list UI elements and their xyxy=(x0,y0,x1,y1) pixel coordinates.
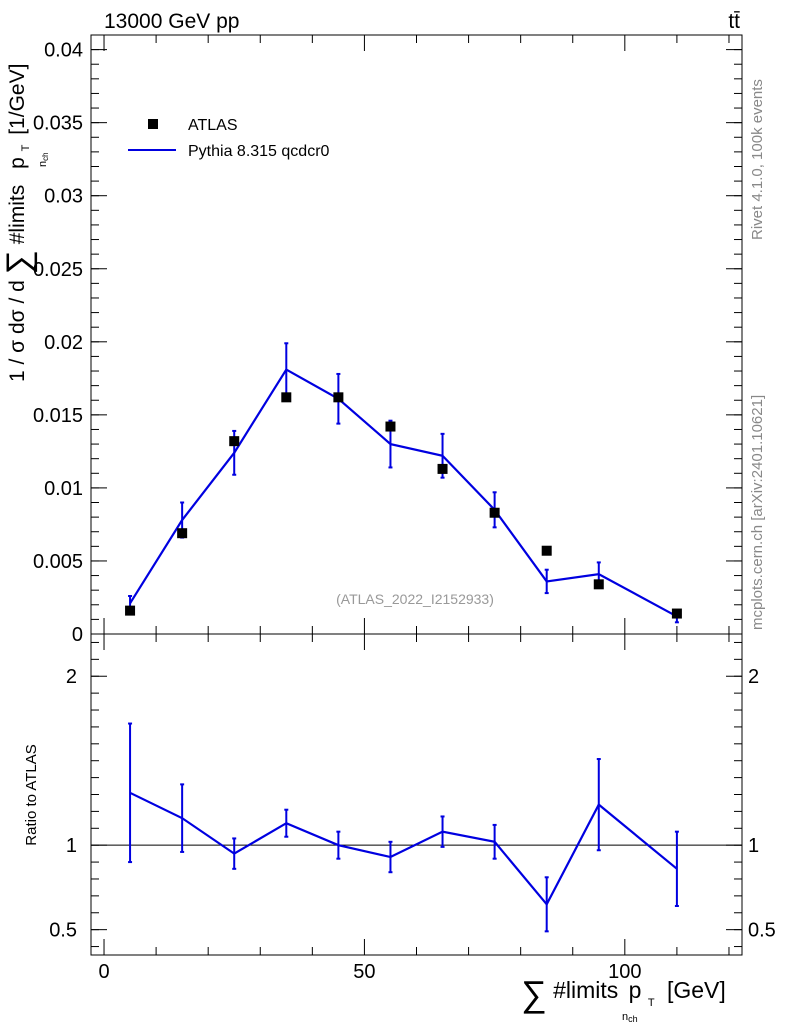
main-y-tick-label: 0 xyxy=(72,624,83,646)
atlas-data-point xyxy=(333,392,344,403)
legend: ATLAS Pythia 8.315 qcdcr0 xyxy=(128,117,330,160)
main-y-label-sub2: ch xyxy=(41,152,50,160)
x-axis-label: ∑ #limits p T [GeV] nch xyxy=(521,973,726,1024)
atlas-data-point xyxy=(385,421,396,432)
ratio-plot-frame xyxy=(90,633,743,956)
atlas-data-point xyxy=(489,507,500,518)
x-label-p: p xyxy=(629,977,642,1003)
x-tick-label: 100 xyxy=(608,961,641,983)
main-y-label-sum: ∑ xyxy=(0,250,38,274)
x-label-p-sub: T xyxy=(648,997,655,1009)
atlas-data-point xyxy=(593,579,604,590)
header-right: tt̄ xyxy=(728,10,740,33)
main-y-tick-label: 0.035 xyxy=(33,113,83,135)
analysis-tag: (ATLAS_2022_I2152933) xyxy=(336,591,494,607)
ratio-y-tick-label-right: 2 xyxy=(748,666,759,688)
legend-label-pythia: Pythia 8.315 qcdcr0 xyxy=(188,143,330,160)
main-y-label-prefix: 1 / σ dσ / d xyxy=(6,280,29,382)
x-label-sub: n xyxy=(622,1011,628,1023)
main-y-ticks: 0 0.005 0.01 0.015 0.02 0.025 0.03 0.035 0.04 xyxy=(33,34,742,646)
main-series xyxy=(125,342,682,624)
ratio-y-tick-label: 2 xyxy=(66,666,77,688)
atlas-data-point xyxy=(541,545,552,556)
main-y-tick-label: 0.025 xyxy=(33,259,83,281)
main-y-label-unit: [1/GeV] xyxy=(6,64,29,135)
ratio-series xyxy=(128,722,679,933)
svg-text:1 / σ dσ / d ∑ #li: 1 / σ dσ / d ∑ #limits p T [1/GeV] xyxy=(0,64,38,382)
svg-text:nch: nch xyxy=(622,1011,638,1024)
ratio-y-tick-label-right: 0.5 xyxy=(748,920,776,942)
legend-label-atlas: ATLAS xyxy=(188,117,238,134)
x-ticks: 0 50 100 xyxy=(98,35,730,983)
main-y-label-p: p xyxy=(6,157,29,169)
main-y-label-mid: #limits xyxy=(6,185,29,245)
main-y-tick-label: 0.01 xyxy=(44,478,83,500)
main-y-tick-label: 0.005 xyxy=(33,551,83,573)
main-y-label-sub: n xyxy=(37,161,49,167)
atlas-data-point xyxy=(671,608,682,619)
ratio-y-tick-label: 0.5 xyxy=(49,920,77,942)
ratio-y-tick-label: 1 xyxy=(66,835,77,857)
side-label-mcplots: mcplots.cern.ch [arXiv:2401.10621] xyxy=(749,395,766,630)
x-label-sum: ∑ xyxy=(521,973,547,1014)
atlas-data-point xyxy=(281,392,292,403)
main-y-tick-label: 0.04 xyxy=(44,40,83,62)
main-y-label-p-sub: T xyxy=(20,144,32,151)
main-y-tick-label: 0.02 xyxy=(44,332,83,354)
ratio-y-label: Ratio to ATLAS xyxy=(23,744,40,845)
main-y-tick-label: 0.015 xyxy=(33,405,83,427)
x-label-unit: [GeV] xyxy=(667,977,726,1003)
main-y-tick-label: 0.03 xyxy=(44,186,83,208)
atlas-data-point xyxy=(437,463,448,474)
atlas-data-point xyxy=(229,436,240,447)
atlas-data-point xyxy=(125,605,136,616)
ratio-line xyxy=(129,791,678,907)
x-label-main: #limits xyxy=(553,977,618,1003)
x-tick-label: 50 xyxy=(353,961,375,983)
ratio-y-ticks: 0.5 0.5 1 1 2 2 xyxy=(49,641,776,948)
x-label-sub2: ch xyxy=(628,1014,638,1024)
svg-text:nch: nch xyxy=(37,152,50,167)
header-left: 13000 GeV pp xyxy=(104,10,239,33)
atlas-data-point xyxy=(177,528,188,539)
side-label-rivet: Rivet 4.1.0, 100k events xyxy=(749,79,766,240)
legend-marker-atlas xyxy=(148,119,158,129)
ratio-y-tick-label-right: 1 xyxy=(748,835,759,857)
svg-text:∑ #limits p: ∑ #limits p T [GeV] xyxy=(521,973,726,1014)
main-y-label: 1 / σ dσ / d ∑ #limits p T [1/GeV] nch xyxy=(0,64,50,382)
x-tick-label: 0 xyxy=(98,961,109,983)
